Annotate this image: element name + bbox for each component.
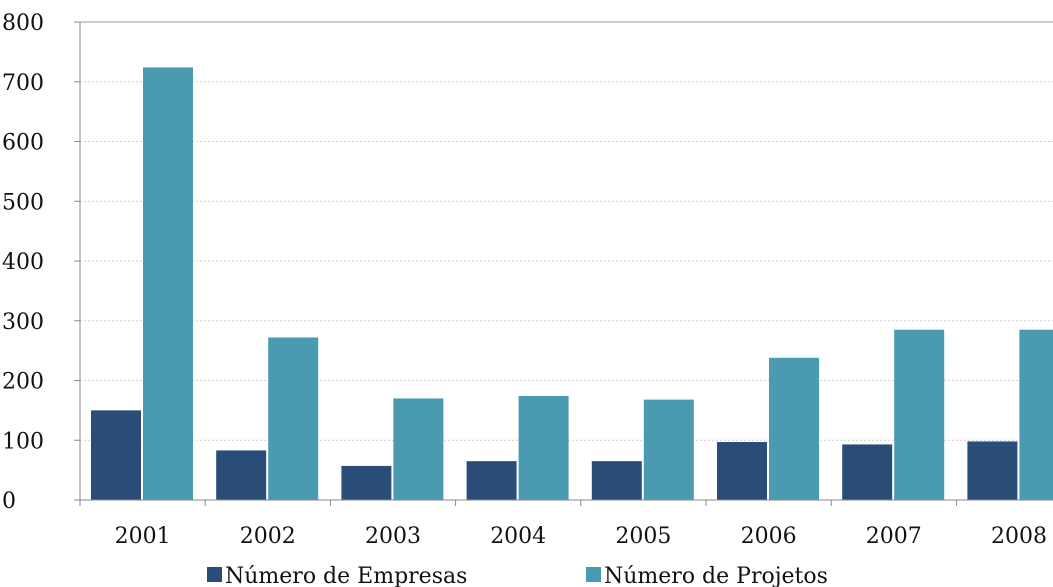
axes — [74, 21, 1053, 506]
y-tick-label: 200 — [2, 370, 44, 395]
x-axis-tick-labels: 2001 2002 2003 2004 2005 2006 2007 2008 — [115, 524, 1047, 549]
y-axis-tick-labels: 0 100 200 300 400 500 600 700 800 — [2, 11, 44, 514]
bar-projetos-2002 — [268, 337, 319, 500]
y-tick-label: 100 — [2, 429, 44, 454]
bar-empresas-2008 — [967, 441, 1018, 500]
bar-empresas-2004 — [466, 461, 517, 500]
legend-swatch-projetos — [586, 567, 601, 582]
bar-projetos-2001 — [143, 67, 193, 500]
gridlines — [80, 21, 1053, 441]
bar-projetos-2003 — [393, 398, 444, 500]
y-tick-label: 500 — [2, 190, 44, 215]
y-tick-label: 400 — [2, 250, 44, 275]
bar-empresas-2006 — [717, 442, 767, 500]
legend-label-projetos: Número de Projetos — [604, 564, 828, 587]
bar-projetos-2006 — [769, 357, 819, 500]
y-tick-label: 600 — [2, 131, 44, 156]
y-tick-label: 800 — [2, 11, 44, 36]
legend-swatch-empresas — [207, 567, 222, 582]
x-tick-label-2004: 2004 — [490, 524, 546, 549]
y-tick-label: 0 — [2, 489, 16, 514]
bar-projetos-2004 — [518, 396, 569, 500]
x-tick-label-2003: 2003 — [365, 524, 421, 549]
x-tick-label-2006: 2006 — [741, 524, 797, 549]
y-tick-label: 300 — [2, 310, 44, 335]
y-tick-label: 700 — [2, 71, 44, 96]
x-tick-label-2008: 2008 — [991, 524, 1047, 549]
bar-empresas-2007 — [842, 444, 893, 500]
bar-empresas-2002 — [216, 450, 267, 500]
legend-label-empresas: Número de Empresas — [225, 564, 467, 587]
bars — [91, 67, 1053, 500]
bar-empresas-2005 — [591, 461, 642, 500]
legend: Número de Empresas Número de Projetos — [207, 564, 828, 587]
bar-empresas-2003 — [341, 465, 392, 500]
x-tick-label-2005: 2005 — [615, 524, 671, 549]
x-tick-label-2007: 2007 — [866, 524, 922, 549]
bar-projetos-2005 — [643, 399, 694, 500]
bar-empresas-2001 — [91, 410, 141, 500]
x-tick-label-2002: 2002 — [240, 524, 296, 549]
bar-projetos-2008 — [1019, 329, 1053, 500]
x-tick-label-2001: 2001 — [115, 524, 171, 549]
bar-projetos-2007 — [894, 329, 945, 500]
